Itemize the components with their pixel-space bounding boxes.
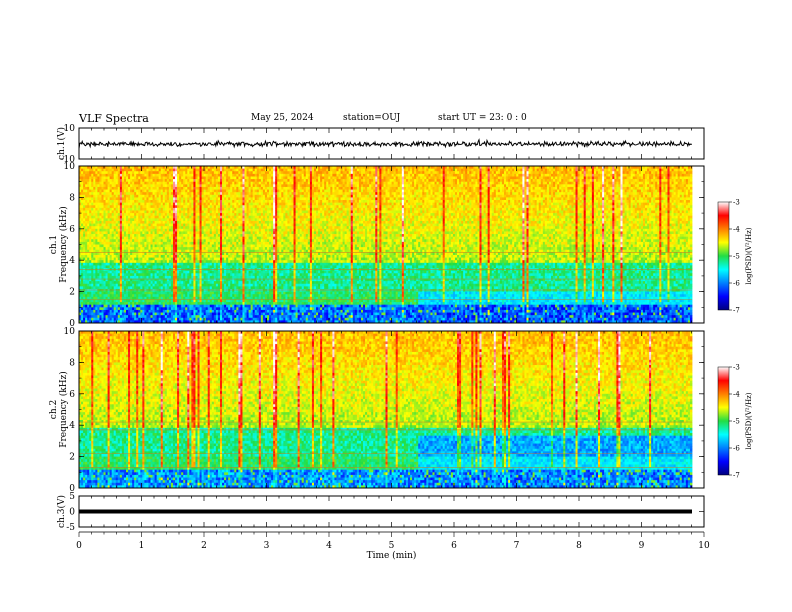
spectrogram-texture-1 — [79, 166, 692, 323]
x-tick-label: 7 — [514, 541, 520, 551]
colorbar — [718, 367, 729, 475]
ch1-waveform-line — [79, 140, 692, 149]
x-tick-label: 5 — [389, 541, 395, 551]
x-tick-label: 1 — [139, 541, 145, 551]
x-tick-label: 10 — [698, 541, 710, 551]
colorbar-tick-label: -5 — [733, 418, 740, 426]
colorbar-tick-label: -5 — [733, 253, 740, 261]
y-axis-label: ch.1(V) — [56, 127, 67, 160]
x-axis-label: Time (min) — [367, 550, 417, 561]
colorbar-label: log(PSD)(V²/Hz) — [745, 227, 753, 284]
colorbar-tick-label: -6 — [733, 280, 740, 288]
x-tick-label: 4 — [326, 541, 332, 551]
colorbar-tick-label: -3 — [733, 199, 740, 207]
y-tick-label: 10 — [64, 327, 76, 337]
colorbar-tick-label: -4 — [733, 391, 740, 399]
colorbar-tick-label: -7 — [733, 307, 740, 315]
y-tick-label: 6 — [69, 225, 75, 235]
y-tick-label: 4 — [69, 256, 75, 266]
colorbar-tick-label: -7 — [733, 472, 740, 480]
y-tick-label: 8 — [69, 358, 75, 368]
y-axis-label-frequency: Frequency (kHz) — [58, 206, 69, 283]
spectrogram-texture-2 — [79, 331, 692, 488]
colorbar-label: log(PSD)(V²/Hz) — [745, 392, 753, 449]
colorbar-tick-label: -4 — [733, 226, 740, 234]
y-tick-label: 5 — [69, 492, 75, 502]
colorbar-tick-label: -3 — [733, 364, 740, 372]
colorbar — [718, 202, 729, 310]
x-tick-label: 0 — [76, 541, 82, 551]
y-tick-label: 4 — [69, 421, 75, 431]
colorbar-tick-label: -6 — [733, 445, 740, 453]
x-tick-label: 3 — [264, 541, 270, 551]
y-tick-label: 6 — [69, 390, 75, 400]
y-tick-label: 10 — [64, 162, 76, 172]
y-axis-label: ch.1 — [49, 235, 59, 254]
x-tick-label: 6 — [451, 541, 457, 551]
y-tick-label: -5 — [66, 523, 75, 533]
y-tick-label: 0 — [69, 508, 75, 518]
vlf-spectra-figure: 10-10ch.1(V)0246810ch.1 Frequency (kHz)-3… — [0, 0, 792, 612]
y-tick-label: 2 — [69, 288, 75, 298]
y-axis-label-frequency: Frequency (kHz) — [58, 371, 69, 448]
x-tick-label: 9 — [639, 541, 645, 551]
y-axis-label: ch.2 — [49, 400, 59, 419]
y-tick-label: 8 — [69, 193, 75, 203]
y-tick-label: 2 — [69, 453, 75, 463]
x-tick-label: 8 — [576, 541, 582, 551]
x-tick-label: 2 — [201, 541, 207, 551]
y-axis-label: ch.3(V) — [56, 495, 67, 528]
